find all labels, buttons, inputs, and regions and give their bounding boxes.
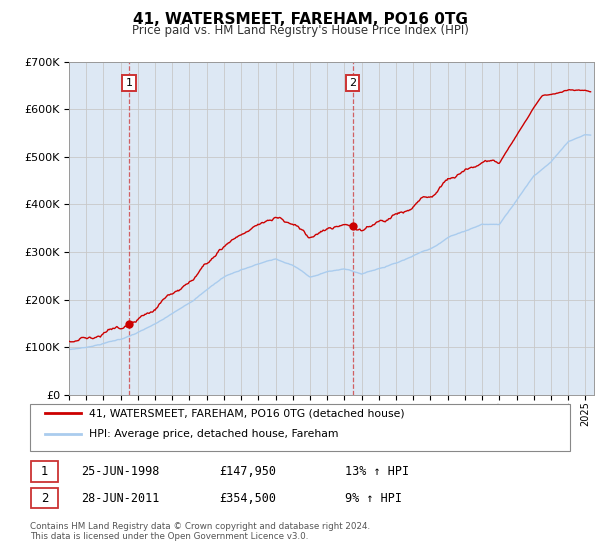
Text: £147,950: £147,950 — [219, 465, 276, 478]
Text: 9% ↑ HPI: 9% ↑ HPI — [345, 492, 402, 505]
Text: £354,500: £354,500 — [219, 492, 276, 505]
Text: HPI: Average price, detached house, Fareham: HPI: Average price, detached house, Fare… — [89, 429, 338, 439]
Text: 2: 2 — [41, 492, 48, 505]
Text: 1: 1 — [41, 465, 48, 478]
Text: 2: 2 — [349, 78, 356, 88]
Text: 41, WATERSMEET, FAREHAM, PO16 0TG: 41, WATERSMEET, FAREHAM, PO16 0TG — [133, 12, 467, 27]
Text: 28-JUN-2011: 28-JUN-2011 — [81, 492, 160, 505]
Text: Contains HM Land Registry data © Crown copyright and database right 2024.
This d: Contains HM Land Registry data © Crown c… — [30, 522, 370, 542]
Text: 41, WATERSMEET, FAREHAM, PO16 0TG (detached house): 41, WATERSMEET, FAREHAM, PO16 0TG (detac… — [89, 408, 404, 418]
Text: 1: 1 — [125, 78, 133, 88]
Text: 25-JUN-1998: 25-JUN-1998 — [81, 465, 160, 478]
Text: Price paid vs. HM Land Registry's House Price Index (HPI): Price paid vs. HM Land Registry's House … — [131, 24, 469, 36]
Text: 13% ↑ HPI: 13% ↑ HPI — [345, 465, 409, 478]
